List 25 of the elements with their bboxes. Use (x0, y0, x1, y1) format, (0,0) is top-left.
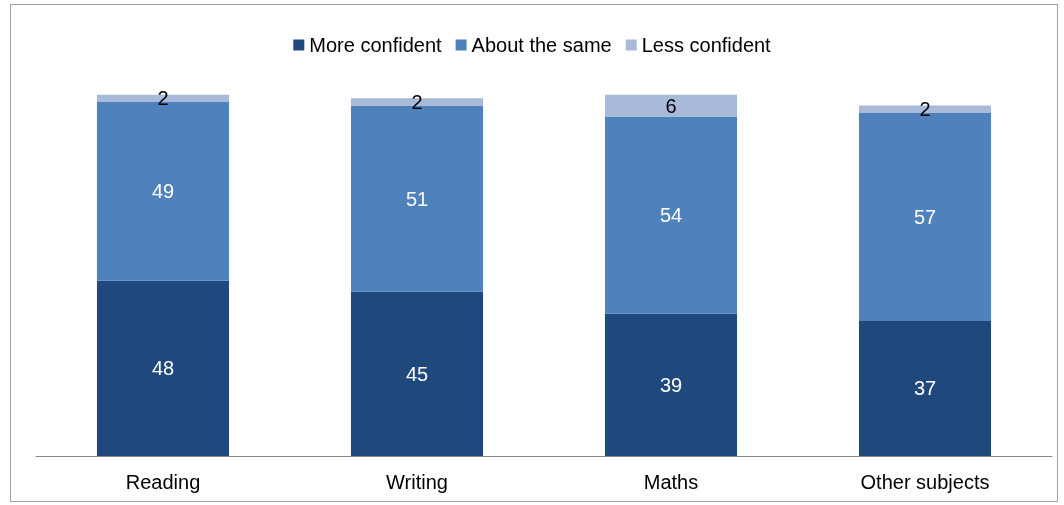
x-tick-label: Other subjects (860, 471, 990, 493)
data-label: 6 (665, 94, 677, 117)
data-label: 57 (913, 205, 937, 228)
data-label: 45 (405, 362, 429, 385)
data-label: 48 (151, 357, 175, 380)
bar (858, 320, 992, 456)
data-label: 2 (919, 98, 931, 121)
data-label: 51 (405, 187, 429, 210)
data-label: 49 (151, 180, 175, 203)
x-tick-label: Writing (386, 471, 448, 493)
bar (604, 116, 738, 314)
data-label: 54 (659, 204, 683, 227)
data-label: 39 (659, 373, 683, 396)
bar (350, 291, 484, 456)
data-label: 37 (913, 377, 937, 400)
x-tick-label: Maths (643, 471, 699, 493)
x-tick-label: Reading (125, 471, 201, 493)
legend-label: More confident (309, 34, 443, 56)
bar (96, 280, 230, 456)
bar (604, 313, 738, 456)
bar (604, 94, 738, 117)
legend-label: Less confident (641, 34, 772, 56)
data-label: 2 (411, 90, 423, 113)
data-label: 2 (157, 87, 169, 110)
legend-label: About the same (471, 34, 612, 56)
